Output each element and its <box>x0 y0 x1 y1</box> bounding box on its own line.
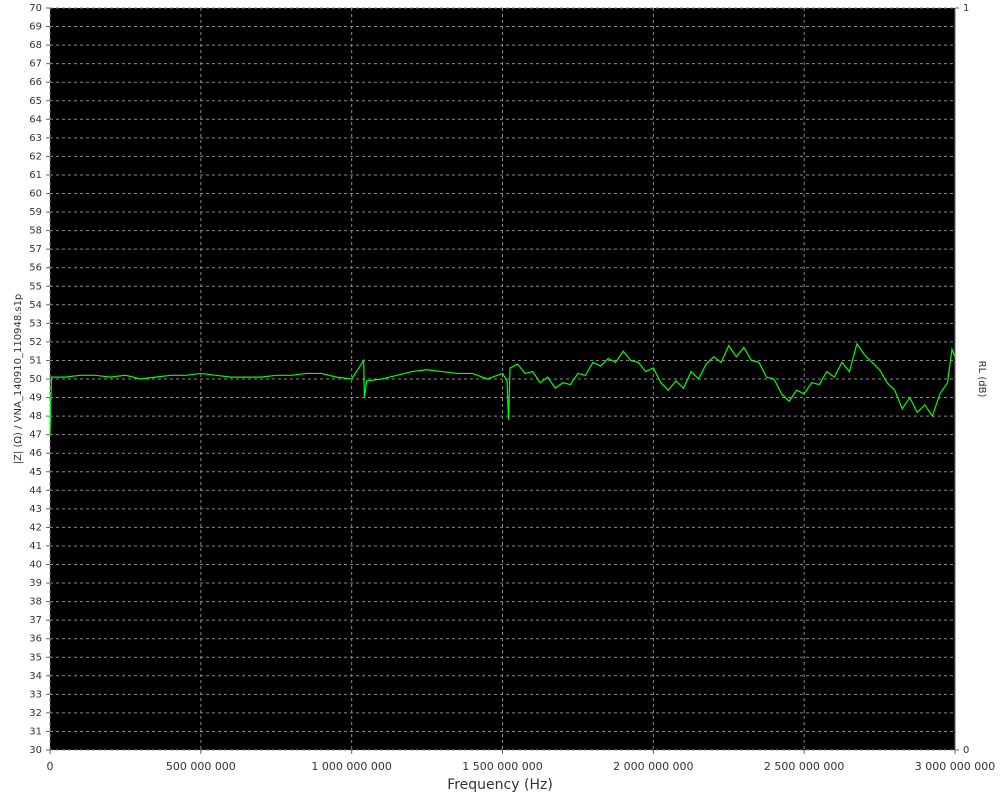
y-tick-label: 63 <box>29 133 42 144</box>
x-tick-label: 3 000 000 000 <box>915 760 995 773</box>
y-tick-label: 51 <box>29 355 42 366</box>
y-tick-label: 68 <box>29 40 42 51</box>
y-tick-label: 60 <box>29 189 42 200</box>
y-tick-label: 53 <box>29 318 42 329</box>
y-tick-label: 45 <box>29 467 42 478</box>
y-tick-label: 62 <box>29 151 42 162</box>
y-tick-label: 50 <box>29 374 42 385</box>
y-tick-label: 37 <box>29 615 42 626</box>
x-tick-label: 2 000 000 000 <box>613 760 693 773</box>
y-tick-label: 70 <box>29 3 42 14</box>
y-tick-label: 42 <box>29 522 42 533</box>
y-tick-label: 32 <box>29 708 42 719</box>
y-tick-label: 55 <box>29 281 42 292</box>
y-tick-label: 41 <box>29 541 42 552</box>
y-tick-label: 52 <box>29 337 42 348</box>
y-tick-label: 54 <box>29 300 42 311</box>
x-tick-label: 2 500 000 000 <box>764 760 844 773</box>
y-tick-label: 35 <box>29 652 42 663</box>
y-tick-label: 66 <box>29 77 42 88</box>
x-axis-label: Frequency (Hz) <box>447 777 553 793</box>
y-tick-label: 57 <box>29 244 42 255</box>
x-tick-label: 0 <box>47 760 54 773</box>
y-tick-label: 46 <box>29 448 42 459</box>
y-tick-label: 36 <box>29 634 42 645</box>
y-tick-label: 64 <box>29 114 42 125</box>
y-tick-label: 30 <box>29 745 42 756</box>
y-tick-label: 38 <box>29 597 42 608</box>
y-axis-label: |Z| (Ω) / VNA_140910_110948.s1p <box>13 294 24 465</box>
x-tick-label: 500 000 000 <box>166 760 236 773</box>
y-tick-label: 69 <box>29 22 42 33</box>
y-tick-label: 31 <box>29 726 42 737</box>
y-tick-label: 58 <box>29 226 42 237</box>
y-tick-label: 34 <box>29 671 42 682</box>
y-tick-label: 33 <box>29 689 42 700</box>
data-line <box>49 342 956 435</box>
y-tick-label: 47 <box>29 430 42 441</box>
y-tick-label: 65 <box>29 96 42 107</box>
y2-tick-label: 1 <box>963 3 969 14</box>
y-tick-label: 39 <box>29 578 42 589</box>
y-tick-label: 67 <box>29 59 42 70</box>
x-tick-label: 1 500 000 000 <box>462 760 542 773</box>
y-tick-label: 49 <box>29 393 42 404</box>
y2-axis-label: RL (dB) <box>976 361 987 398</box>
y-tick-label: 44 <box>29 485 42 496</box>
y-tick-label: 61 <box>29 170 42 181</box>
y-tick-label: 56 <box>29 263 42 274</box>
y-tick-label: 43 <box>29 504 42 515</box>
x-tick-label: 1 000 000 000 <box>311 760 391 773</box>
y-tick-label: 48 <box>29 411 42 422</box>
y2-tick-label: 0 <box>963 745 969 756</box>
y-tick-label: 40 <box>29 560 42 571</box>
y-tick-label: 59 <box>29 207 42 218</box>
